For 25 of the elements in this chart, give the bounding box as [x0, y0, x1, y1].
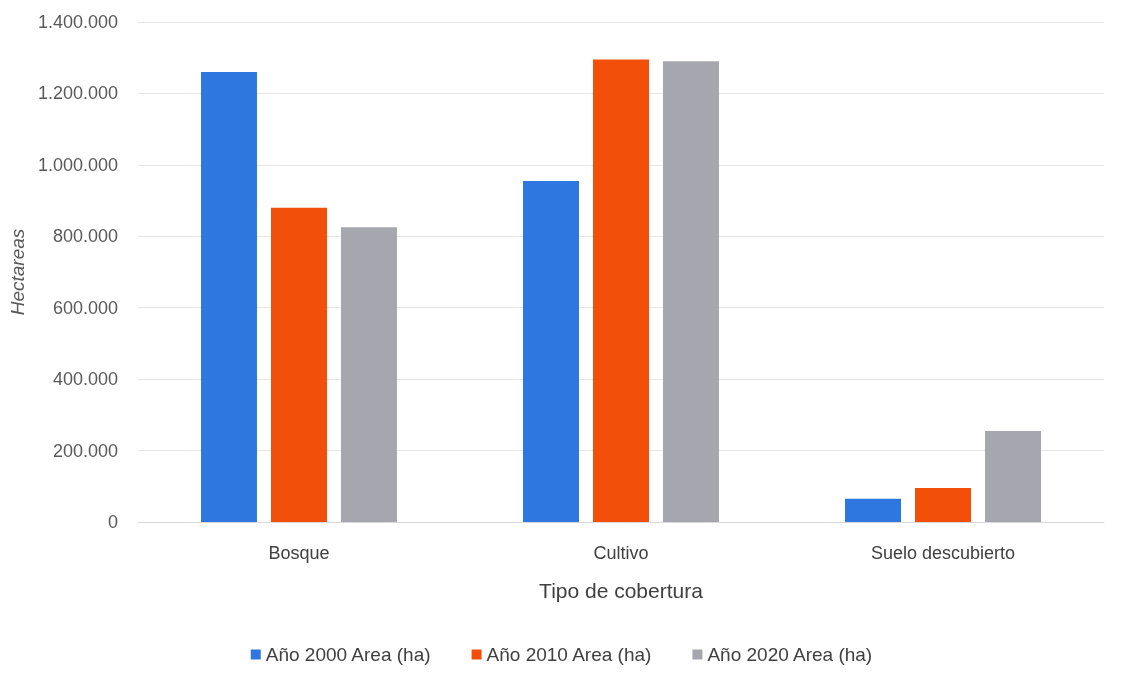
bar [340, 227, 397, 522]
y-tick-label: 600.000 [52, 297, 118, 318]
bar [845, 498, 901, 522]
y-tick-label: 1.000.000 [37, 154, 118, 175]
legend-label: Año 2000 Area (ha) [265, 644, 431, 665]
legend-label: Año 2020 Area (ha) [707, 644, 873, 665]
bar [592, 59, 649, 522]
y-tick-label: 1.400.000 [37, 12, 118, 32]
x-tick-label: Cultivo [593, 543, 649, 563]
y-tick-label: 0 [107, 512, 118, 532]
y-tick-label: 200.000 [52, 440, 118, 461]
y-tick-label: 1.200.000 [37, 83, 118, 104]
x-tick-label: Suelo descubierto [870, 543, 1016, 563]
y-tick-label: 400.000 [52, 369, 118, 390]
bar [522, 180, 579, 522]
legend-label: Año 2010 Area (ha) [486, 644, 652, 665]
x-tick-label: Bosque [268, 543, 330, 563]
bar [662, 61, 719, 522]
bar [270, 207, 327, 522]
bar [200, 72, 257, 522]
y-axis-title: Hectareas [7, 228, 28, 316]
y-tick-label: 800.000 [52, 226, 118, 247]
x-axis-title: Tipo de cobertura [539, 579, 704, 602]
bar [915, 488, 971, 522]
bar [985, 430, 1041, 522]
